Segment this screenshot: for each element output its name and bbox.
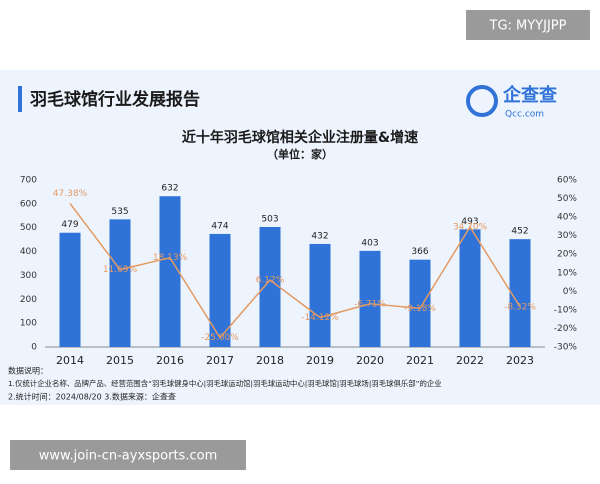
bar-label: 632 xyxy=(161,184,178,194)
y2-tick-label: 0% xyxy=(563,287,578,297)
note: 1.仅统计企业名称、品牌产品、经营范围含“羽毛球健身中心|羽毛球运动馆|羽毛球运… xyxy=(8,379,442,388)
y-tick-label: 0 xyxy=(31,343,37,353)
line-label: -9.18% xyxy=(404,304,436,314)
bar-label: 479 xyxy=(61,220,78,230)
x-tick-label: 2021 xyxy=(406,354,434,367)
y2-tick-label: -20% xyxy=(554,324,578,334)
bar xyxy=(259,226,281,347)
line-label: 47.38% xyxy=(53,189,88,199)
bar-label: 493 xyxy=(461,217,478,227)
bar-label: 452 xyxy=(511,227,528,237)
y2-tick-label: 60% xyxy=(557,176,577,186)
y-tick-label: 600 xyxy=(20,199,37,209)
line-label: 18.13% xyxy=(153,253,188,263)
logo-sub: Qcc.com xyxy=(505,110,544,120)
y2-tick-label: 20% xyxy=(557,250,577,260)
x-tick-label: 2014 xyxy=(56,354,84,367)
bar-label: 366 xyxy=(411,247,428,257)
bar-label: 432 xyxy=(311,231,328,241)
y-tick-label: 300 xyxy=(20,271,37,281)
y2-tick-label: 10% xyxy=(557,268,577,278)
bar xyxy=(109,219,131,347)
line-label: 11.69% xyxy=(103,265,138,275)
chart-subtitle: （单位：家） xyxy=(267,147,333,161)
footer-box xyxy=(10,440,246,470)
note: 2.统计时间：2024/08/20 3.数据来源：企查查 xyxy=(8,392,176,402)
header-bar xyxy=(18,86,22,112)
y2-tick-label: 40% xyxy=(557,213,577,223)
line-label: 34.70% xyxy=(453,222,488,232)
y-tick-label: 200 xyxy=(20,295,37,305)
bar xyxy=(509,239,531,347)
y2-tick-label: 30% xyxy=(557,231,577,241)
bar-label: 403 xyxy=(361,238,378,248)
y2-tick-label: -10% xyxy=(554,305,578,315)
line-label: -6.71% xyxy=(354,299,386,309)
y2-tick-label: -30% xyxy=(554,343,578,353)
bar xyxy=(409,259,431,347)
tag-box xyxy=(466,10,590,40)
x-tick-label: 2022 xyxy=(456,354,484,367)
y2-tick-label: 50% xyxy=(557,194,577,204)
bar xyxy=(159,196,181,347)
y-tick-label: 500 xyxy=(20,223,37,233)
line-label: 6.12% xyxy=(256,275,285,285)
y-tick-label: 100 xyxy=(20,319,37,329)
x-tick-label: 2020 xyxy=(356,354,384,367)
bar xyxy=(59,232,81,347)
note: 数据说明： xyxy=(8,366,48,376)
chart-title: 近十年羽毛球馆相关企业注册量&增速 xyxy=(182,129,418,146)
y-tick-label: 700 xyxy=(20,176,37,186)
logo-icon xyxy=(466,85,498,117)
bar xyxy=(309,243,331,347)
card xyxy=(0,70,600,405)
bar xyxy=(209,233,231,347)
x-tick-label: 2017 xyxy=(206,354,234,367)
bar xyxy=(459,229,481,347)
bar-label: 503 xyxy=(261,214,278,224)
bar xyxy=(359,250,381,347)
logo: 企查查 xyxy=(502,84,557,106)
x-tick-label: 2018 xyxy=(256,354,284,367)
x-tick-label: 2019 xyxy=(306,354,334,367)
bar-label: 474 xyxy=(211,221,228,231)
x-tick-label: 2016 xyxy=(156,354,184,367)
bar-label: 535 xyxy=(111,207,128,217)
y-tick-label: 400 xyxy=(20,247,37,257)
x-tick-label: 2015 xyxy=(106,354,134,367)
header-title: 羽毛球馆行业发展报告 xyxy=(30,89,200,110)
footer: www.join-cn-ayxsports.com xyxy=(39,449,217,464)
line-label: -14.12% xyxy=(301,313,339,323)
x-tick-label: 2023 xyxy=(506,354,534,367)
line-label: -8.32% xyxy=(504,302,536,312)
line-label: -25.00% xyxy=(201,333,239,343)
tag: TG: MYYJJPP xyxy=(489,19,567,34)
line xyxy=(69,202,521,339)
